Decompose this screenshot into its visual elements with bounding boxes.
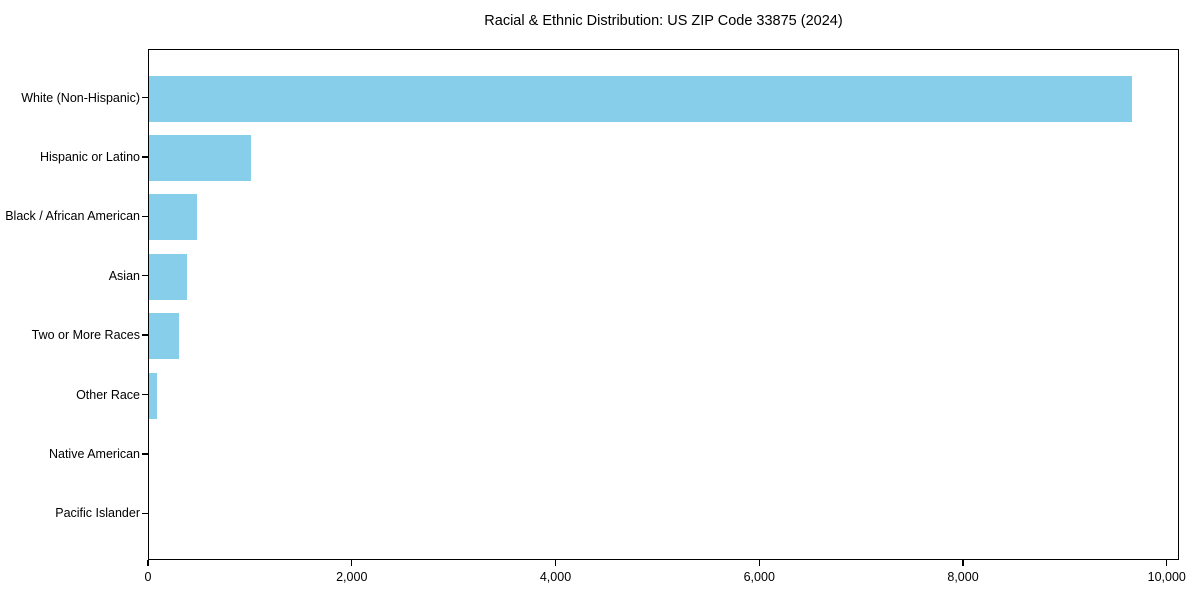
y-tick-label: Black / African American: [5, 209, 140, 224]
y-tick-label: White (Non-Hispanic): [21, 90, 140, 105]
chart-title: Racial & Ethnic Distribution: US ZIP Cod…: [484, 13, 843, 29]
y-tick-mark: [142, 334, 148, 336]
bar: [149, 313, 180, 360]
x-tick-label: 4,000: [539, 570, 572, 584]
x-tick-mark: [147, 560, 149, 566]
x-tick-label: 2,000: [336, 570, 368, 584]
bar: [149, 253, 187, 300]
x-tick-mark: [351, 560, 353, 566]
y-tick-mark: [142, 512, 148, 514]
y-tick-mark: [142, 215, 148, 217]
x-tick-mark: [554, 560, 557, 566]
x-tick-label: 10,000: [1147, 570, 1186, 584]
bar: [149, 134, 251, 181]
y-tick-mark: [142, 393, 148, 396]
y-tick-mark: [142, 156, 148, 158]
bar: [149, 75, 1133, 122]
y-tick-label: Asian: [108, 268, 140, 283]
y-tick-label: Two or More Races: [31, 328, 140, 343]
y-tick-label: Hispanic or Latino: [39, 149, 140, 164]
y-tick-label: Other Race: [76, 387, 140, 402]
x-tick-label: 8,000: [947, 570, 979, 584]
y-tick-label: Pacific Islander: [55, 506, 140, 521]
x-tick-mark: [962, 560, 964, 566]
bar: [149, 372, 158, 419]
y-tick-mark: [142, 453, 148, 455]
plot-area: [148, 49, 1179, 560]
x-tick-mark: [1166, 560, 1168, 566]
x-tick-label: 0: [144, 570, 152, 584]
y-tick-mark: [142, 275, 148, 277]
bar: [149, 194, 197, 241]
y-tick-label: Native American: [48, 446, 140, 461]
y-tick-mark: [142, 96, 148, 99]
x-tick-label: 6,000: [743, 570, 775, 584]
x-tick-mark: [758, 560, 760, 566]
